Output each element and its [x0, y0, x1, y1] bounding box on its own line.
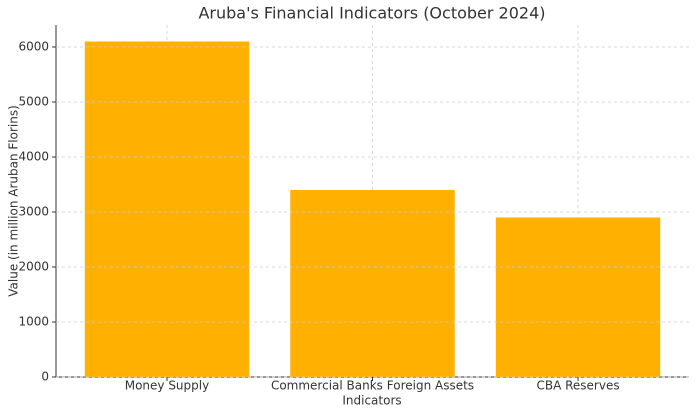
bar — [290, 190, 455, 377]
y-tick-label: 5000 — [18, 95, 49, 109]
x-tick-label: CBA Reserves — [536, 379, 619, 393]
bar — [84, 41, 250, 377]
bars — [84, 41, 661, 377]
bar — [495, 217, 661, 377]
chart-title: Aruba's Financial Indicators (October 20… — [198, 4, 545, 23]
y-tick-label: 2000 — [18, 260, 49, 274]
y-tick-label: 1000 — [18, 315, 49, 329]
y-tick-label: 4000 — [18, 150, 49, 164]
x-axis-label: Indicators — [342, 394, 401, 408]
y-tick-label: 6000 — [18, 40, 49, 54]
x-tick-label: Money Supply — [125, 379, 210, 393]
y-axis-label: Value (in million Aruban Florins) — [7, 105, 21, 297]
y-tick-label: 3000 — [18, 205, 49, 219]
y-tick-label: 0 — [41, 370, 49, 384]
x-tick-label: Commercial Banks Foreign Assets — [271, 379, 474, 393]
